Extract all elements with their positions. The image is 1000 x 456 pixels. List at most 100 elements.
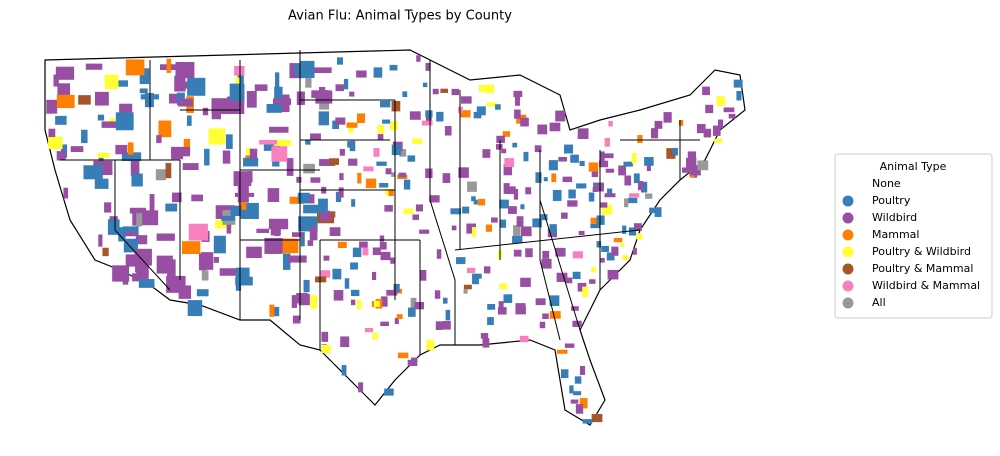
legend-marker <box>842 229 854 241</box>
county-patch <box>398 172 406 178</box>
county-patch <box>272 98 292 105</box>
county-patch <box>256 228 270 233</box>
county-patch <box>321 331 329 342</box>
county-patch <box>313 67 332 74</box>
county-patch <box>601 245 609 253</box>
county-patch <box>300 232 305 247</box>
county-patch <box>292 232 304 237</box>
county-patch <box>53 74 59 87</box>
county-patch <box>596 215 605 225</box>
county-patch <box>131 173 143 187</box>
county-patch <box>336 57 344 65</box>
county-patch <box>101 121 121 128</box>
county-patch <box>560 369 569 379</box>
county-patch <box>226 216 232 234</box>
county-patch <box>718 119 724 129</box>
county-patch <box>512 142 518 148</box>
county-patch <box>348 158 358 166</box>
county-patch <box>389 64 398 71</box>
county-patch <box>415 204 423 212</box>
county-patch <box>187 300 203 317</box>
county-patch <box>480 333 489 339</box>
county-patch <box>335 191 342 203</box>
county-patch <box>555 110 566 122</box>
map-title: Avian Flu: Animal Types by County <box>288 9 512 24</box>
legend-items: None Poultry Wildbird Mammal Poultry & Wildb… <box>842 177 980 309</box>
county-patch <box>733 79 743 88</box>
county-patch <box>291 295 297 308</box>
county-patch <box>349 140 356 152</box>
county-patch <box>55 115 67 125</box>
county-patch <box>233 171 252 187</box>
county-patch <box>303 163 315 174</box>
county-patch <box>393 283 400 293</box>
county-patch <box>407 359 418 367</box>
county-patch <box>269 126 289 133</box>
county-patch <box>274 86 283 105</box>
county-patch <box>466 223 477 234</box>
county-patch <box>347 141 352 148</box>
county-patch <box>482 338 490 348</box>
county-patch <box>130 159 140 176</box>
county-patch <box>624 175 632 186</box>
county-patch <box>155 169 166 181</box>
county-patch <box>379 242 387 250</box>
legend-marker <box>842 195 854 207</box>
county-patch <box>211 98 231 115</box>
county-patch <box>112 265 130 282</box>
county-patch <box>420 269 427 281</box>
county-patch <box>513 249 522 257</box>
county-patch <box>123 238 138 253</box>
county-patch <box>716 96 726 106</box>
county-patch <box>532 218 542 228</box>
county-patch <box>365 178 377 189</box>
county-patch <box>188 223 208 241</box>
county-patch <box>191 194 204 202</box>
county-patch <box>310 133 321 141</box>
legend-label: Wildbird & Mammal <box>872 279 980 292</box>
county-patch <box>549 122 561 132</box>
county-patch <box>225 134 233 150</box>
county-patch <box>463 289 468 294</box>
county-patch <box>286 158 294 176</box>
county-patch <box>333 290 344 301</box>
county-patch <box>235 77 240 86</box>
county-patch <box>356 299 362 310</box>
county-patch <box>335 117 346 125</box>
county-patch <box>351 199 356 207</box>
county-patch <box>411 357 418 362</box>
county-patch <box>513 225 521 237</box>
county-patch <box>607 188 613 194</box>
county-patch <box>320 210 331 221</box>
county-patch <box>523 151 529 162</box>
county-patch <box>230 205 242 217</box>
county-patch <box>632 247 637 255</box>
county-patch <box>264 237 283 254</box>
county-patch <box>467 181 477 192</box>
county-patch <box>572 271 581 279</box>
county-patch <box>238 202 247 210</box>
county-patch <box>351 289 360 297</box>
county-patch <box>303 204 322 214</box>
county-patch <box>502 131 511 137</box>
county-patch <box>341 365 347 376</box>
county-patch <box>196 289 209 297</box>
legend-marker <box>842 212 854 224</box>
county-patch <box>315 276 327 283</box>
county-patch <box>476 106 486 116</box>
county-patch <box>631 153 637 164</box>
county-patch <box>371 271 377 281</box>
county-patch <box>519 335 529 343</box>
county-patch <box>486 102 497 107</box>
county-patch <box>620 242 625 248</box>
county-patch <box>600 202 608 208</box>
county-patch <box>135 264 142 273</box>
county-patch <box>552 189 562 201</box>
county-patch <box>268 218 289 230</box>
county-patch <box>416 55 421 62</box>
county-patch <box>94 178 109 189</box>
county-patch <box>582 419 593 424</box>
county-patch <box>219 268 240 276</box>
county-patch <box>166 58 172 73</box>
county-patch <box>604 193 616 198</box>
